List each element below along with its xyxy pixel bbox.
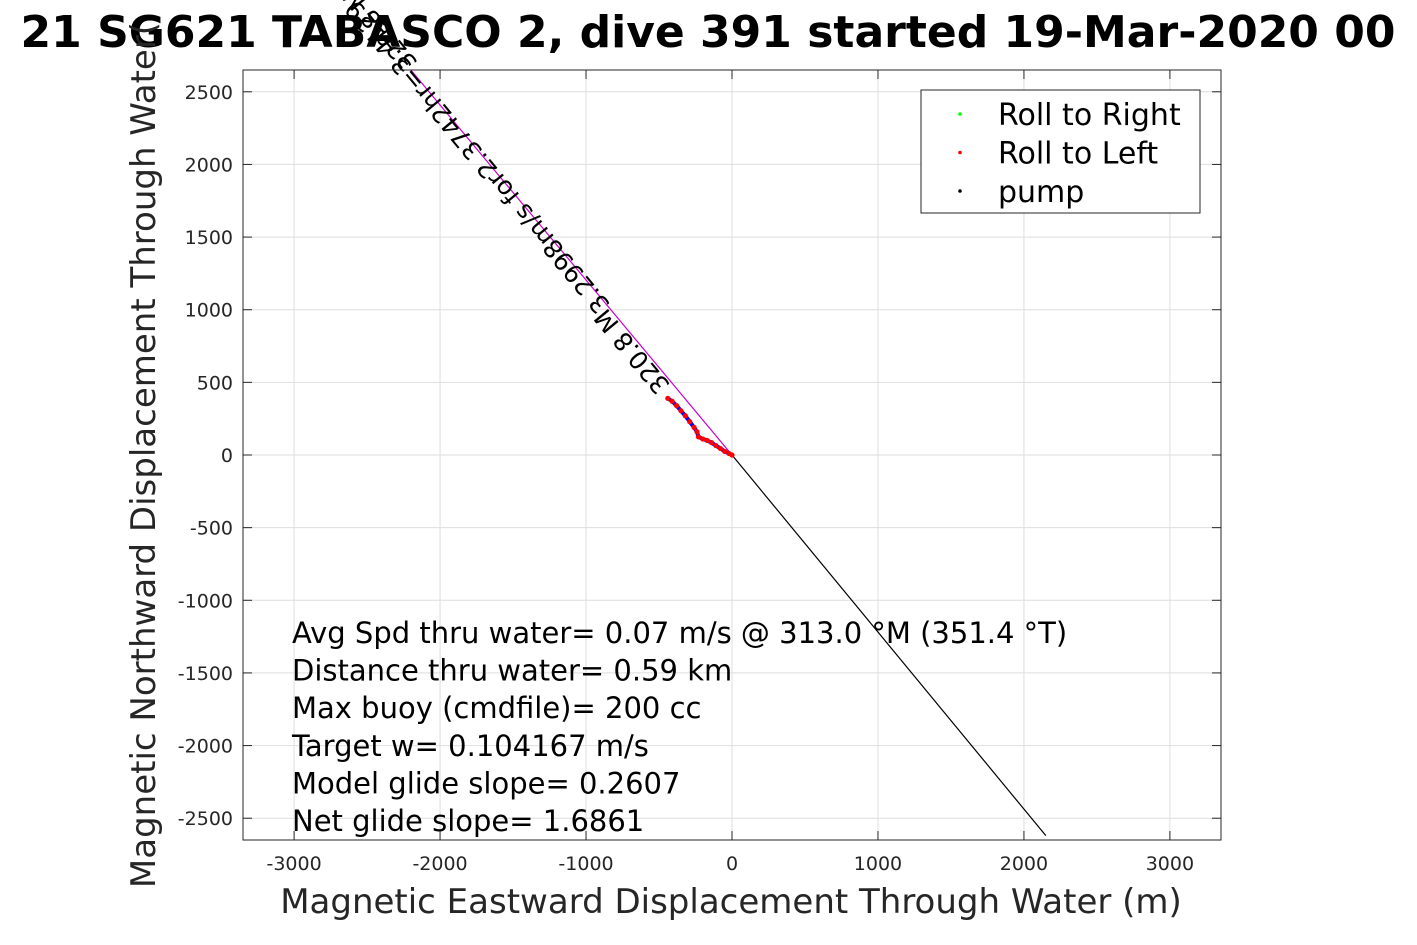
y-tick-label: -1000 [178, 590, 233, 612]
roll-left-point [694, 429, 700, 435]
annotation-line: Max buoy (cmdfile)= 200 cc [292, 691, 701, 725]
roll-left-point [704, 437, 710, 444]
y-tick-label: -1500 [178, 663, 233, 685]
legend-label: pump [998, 175, 1084, 210]
roll-left-point [700, 436, 706, 442]
y-axis-label: Magnetic Northward Displacement Through … [124, 22, 164, 888]
y-tick-label: -2500 [178, 808, 233, 830]
x-tick-label: 2000 [1000, 853, 1048, 875]
chart-title: 21 SG621 TABASCO 2, dive 391 started 19-… [21, 7, 1396, 58]
axis-ticks: -3000 -2000 -1000 0 1000 2000 3000 -2500 -2000 -1… [178, 70, 1221, 875]
x-tick-label: 1000 [854, 853, 902, 875]
roll-left-point [673, 403, 680, 409]
black-line-line [731, 454, 1047, 837]
legend-marker [958, 112, 962, 116]
y-tick-label: 1500 [185, 227, 233, 249]
roll-left-point [665, 395, 671, 401]
y-tick-label: 2000 [185, 154, 233, 176]
legend-label: Roll to Left [998, 137, 1158, 172]
legend-marker [958, 189, 962, 193]
x-tick-label: -2000 [412, 853, 467, 875]
roll-left-point [708, 440, 715, 446]
roll-left-point [691, 424, 697, 430]
y-tick-label: -2000 [178, 736, 233, 758]
annotation-line: Model glide slope= 0.2607 [292, 766, 680, 800]
roll-left-point [726, 450, 732, 457]
summary-annotations: Avg Spd thru water= 0.07 m/s @ 313.0 °M … [291, 616, 1067, 838]
legend-label: Roll to Right [998, 98, 1181, 133]
roll-left-point [687, 418, 693, 425]
roll-left-point [682, 413, 688, 419]
x-tick-label: -3000 [266, 853, 321, 875]
track-label: 320.8 M [589, 303, 676, 399]
annotation-line: Distance thru water= 0.59 km [292, 654, 732, 688]
magenta-line-line [410, 70, 733, 456]
y-tick-label: -500 [190, 518, 233, 540]
x-tick-label: -1000 [558, 853, 613, 875]
roll-left-point [722, 448, 728, 454]
y-tick-label: 1000 [185, 300, 233, 322]
roll-left-point [713, 442, 719, 449]
y-tick-label: 0 [221, 445, 233, 467]
roll-left-point [695, 434, 702, 440]
x-axis-label: Magnetic Eastward Displacement Through W… [280, 882, 1182, 922]
y-tick-label: 500 [197, 372, 233, 394]
annotation-line: Avg Spd thru water= 0.07 m/s @ 313.0 °M … [292, 616, 1067, 650]
y-tick-label: 2500 [185, 82, 233, 104]
legend-marker [958, 150, 962, 155]
x-tick-label: 0 [726, 853, 738, 875]
annotation-line: Target w= 0.104167 m/s [291, 729, 649, 763]
data-series [410, 70, 1047, 837]
legend-box [920, 89, 1201, 214]
roll-left-point [717, 445, 723, 452]
roll-left-point [678, 408, 684, 414]
annotation-line: Net glide slope= 1.6861 [292, 804, 644, 838]
roll-left-point [669, 398, 675, 404]
track-labels: 320.8 M3.2998m/s for2.3742hr=3.4129320.8… [336, 0, 675, 400]
x-tick-label: 3000 [1146, 853, 1194, 875]
